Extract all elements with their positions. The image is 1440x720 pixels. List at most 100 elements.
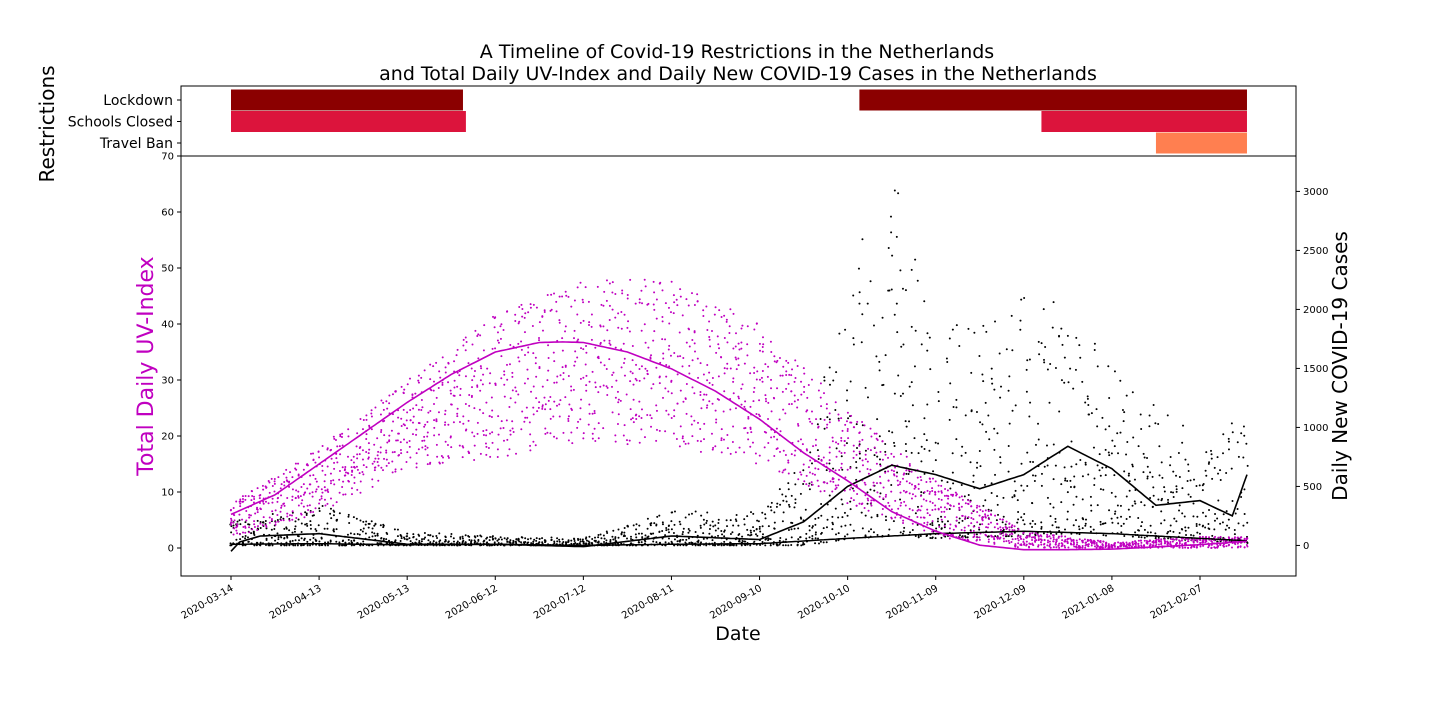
cases-point <box>1110 452 1113 455</box>
uv-point <box>388 394 391 397</box>
restriction-label: Lockdown <box>103 93 173 109</box>
uv-point <box>421 446 424 449</box>
cases-point <box>309 523 312 526</box>
cases-point <box>1084 401 1087 404</box>
cases-point <box>1070 440 1073 443</box>
uv-point <box>940 518 943 521</box>
cases-point <box>1040 472 1043 475</box>
uv-point <box>856 493 859 496</box>
uv-point <box>229 523 232 526</box>
uv-point <box>931 501 934 504</box>
cases-point <box>1185 533 1188 536</box>
cases-point <box>1029 522 1032 525</box>
uv-point <box>1187 546 1190 549</box>
uv-point <box>509 433 512 436</box>
cases-point <box>1013 531 1016 534</box>
uv-point <box>631 417 634 420</box>
uv-point <box>365 414 368 417</box>
uv-point <box>484 442 487 445</box>
cases-point <box>923 417 926 420</box>
x-axis-tick-label: 2020-11-09 <box>884 583 940 622</box>
cases-point <box>946 361 949 364</box>
cases-point <box>794 498 797 501</box>
cases-point <box>427 533 430 536</box>
cases-point <box>1033 479 1036 482</box>
cases-point <box>1017 518 1020 521</box>
cases-point <box>323 527 326 530</box>
uv-point <box>408 377 411 380</box>
cases-point <box>934 537 937 540</box>
uv-point <box>806 409 809 412</box>
uv-point <box>1078 545 1081 548</box>
cases-point <box>524 537 527 540</box>
cases-point <box>1184 526 1187 529</box>
uv-point <box>326 502 329 505</box>
uv-point <box>582 348 585 351</box>
cases-point <box>277 536 280 539</box>
cases-point <box>353 533 356 536</box>
cases-point <box>1208 508 1211 511</box>
cases-point <box>820 532 823 535</box>
uv-point <box>261 524 264 527</box>
uv-point <box>688 328 691 331</box>
cases-point <box>1040 526 1043 529</box>
uv-point <box>585 384 588 387</box>
uv-point <box>940 510 943 513</box>
cases-point <box>670 511 673 514</box>
uv-point <box>826 423 829 426</box>
cases-point <box>1038 353 1041 356</box>
uv-point <box>506 438 509 441</box>
cases-point <box>981 423 984 426</box>
cases-point <box>1079 459 1082 462</box>
cases-point <box>1243 488 1246 491</box>
uv-point <box>896 479 899 482</box>
cases-point <box>920 343 923 346</box>
cases-point <box>990 509 993 512</box>
cases-point <box>764 513 767 516</box>
cases-point <box>362 520 365 523</box>
uv-point <box>887 479 890 482</box>
cases-point <box>1187 469 1190 472</box>
cases-point <box>966 536 969 539</box>
uv-point <box>1132 543 1135 546</box>
uv-point <box>376 437 379 440</box>
cases-point <box>1075 336 1078 339</box>
uv-point <box>899 504 902 507</box>
uv-point <box>1087 543 1090 546</box>
uv-point <box>870 435 873 438</box>
uv-point <box>332 479 335 482</box>
cases-point <box>817 542 820 545</box>
uv-point <box>1205 535 1208 538</box>
uv-point <box>605 279 608 282</box>
uv-point <box>902 521 905 524</box>
uv-point <box>1048 544 1051 547</box>
uv-point <box>458 374 461 377</box>
cases-point <box>828 418 831 421</box>
uv-point <box>726 447 729 450</box>
cases-point <box>958 534 961 537</box>
cases-point <box>1093 348 1096 351</box>
uv-point <box>796 365 799 368</box>
uv-point <box>892 455 895 458</box>
cases-point <box>828 462 831 465</box>
uv-point <box>1039 541 1042 544</box>
cases-point <box>282 517 285 520</box>
uv-point <box>1137 539 1140 542</box>
uv-point <box>377 457 380 460</box>
uv-point <box>1028 546 1031 549</box>
uv-point <box>961 514 964 517</box>
cases-point <box>1000 385 1003 388</box>
uv-point <box>574 350 577 353</box>
uv-point <box>925 480 928 483</box>
uv-point <box>629 278 632 281</box>
cases-point <box>888 289 891 292</box>
uv-point <box>368 448 371 451</box>
uv-point <box>333 483 336 486</box>
cases-point <box>329 540 332 543</box>
cases-point <box>767 537 770 540</box>
uv-point <box>449 392 452 395</box>
uv-point <box>468 452 471 455</box>
cases-point <box>358 533 361 536</box>
uv-point <box>784 412 787 415</box>
uv-point <box>1035 539 1038 542</box>
